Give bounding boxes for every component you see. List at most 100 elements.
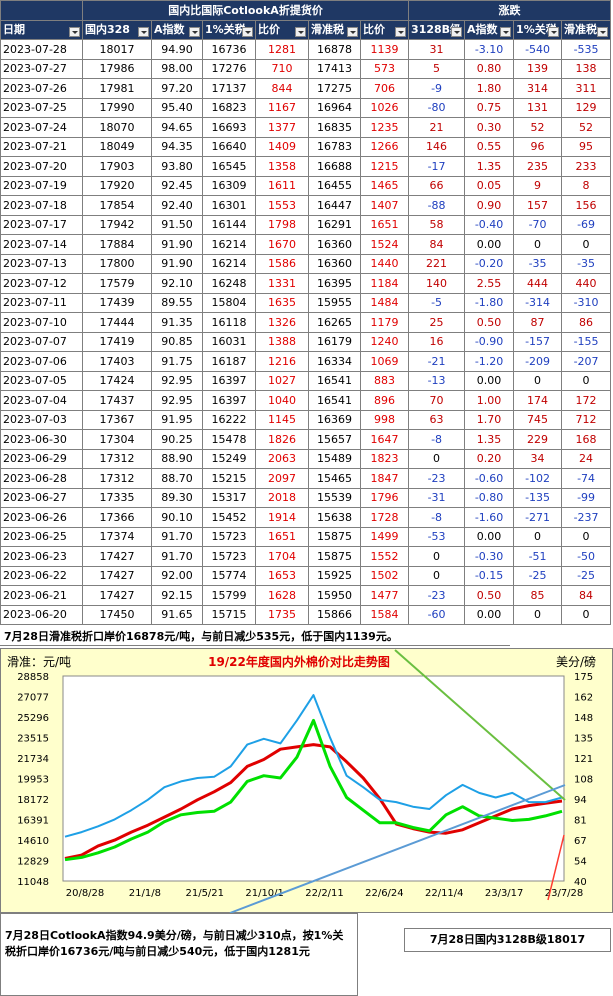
column-header[interactable]: 滑准税 xyxy=(308,19,361,40)
table-cell: 15317 xyxy=(202,487,256,508)
table-cell: 17920 xyxy=(82,175,152,196)
table-cell: -8 xyxy=(408,429,466,450)
table-cell: 17579 xyxy=(82,273,152,294)
table-cell: 16031 xyxy=(202,331,256,352)
table-cell: -207 xyxy=(561,351,612,372)
table-cell: 16395 xyxy=(308,273,361,294)
table-cell: 92.10 xyxy=(151,273,203,294)
table-cell: -25 xyxy=(561,565,612,586)
column-header[interactable]: 3128B级 xyxy=(408,19,466,40)
column-header[interactable]: A指数 xyxy=(464,19,515,40)
table-cell: 2063 xyxy=(255,448,309,469)
table-cell: 17403 xyxy=(82,351,152,372)
x-tick-label: 21/1/8 xyxy=(129,888,161,899)
table-cell: 1377 xyxy=(255,117,309,138)
table-cell: 89.30 xyxy=(151,487,203,508)
table-cell: 18017 xyxy=(82,39,152,60)
table-cell: -0.40 xyxy=(464,214,515,235)
filter-dropdown-icon[interactable] xyxy=(69,27,80,37)
table-cell: -135 xyxy=(513,487,563,508)
header-group-change: 涨跌 xyxy=(408,0,612,21)
table-cell: 16640 xyxy=(202,136,256,157)
filter-dropdown-icon[interactable] xyxy=(295,27,306,37)
filter-dropdown-icon[interactable] xyxy=(189,27,200,37)
table-cell: 16 xyxy=(408,331,466,352)
table-cell: 16144 xyxy=(202,214,256,235)
column-header[interactable]: 国内328 xyxy=(82,19,152,40)
table-cell: 0.00 xyxy=(464,370,515,391)
price-table: 国内比国际CotlookA折提货价 涨跌 日期 国内328 A指数 1%关税 比价 滑准税… xyxy=(0,0,612,625)
table-cell: 1484 xyxy=(359,292,410,313)
table-cell: 1798 xyxy=(255,214,309,235)
left-tick-label: 27077 xyxy=(17,693,49,704)
table-cell: 1069 xyxy=(359,351,410,372)
table-cell: 92.95 xyxy=(151,370,203,391)
filter-dropdown-icon[interactable] xyxy=(242,27,253,37)
column-header-label: 比价 xyxy=(363,22,385,36)
table-cell: -8 xyxy=(408,507,466,528)
column-header[interactable]: 1%关税 xyxy=(202,19,256,40)
table-row: 2023-07-07 17419 90.85 16031 1388 16179 1240 16… xyxy=(0,331,612,352)
table-cell: 92.45 xyxy=(151,175,203,196)
filter-dropdown-icon[interactable] xyxy=(597,27,609,37)
table-cell: 16964 xyxy=(308,97,361,118)
table-row: 2023-06-29 17312 88.90 15249 2063 15489 1823 0 0… xyxy=(0,448,612,469)
table-cell: 17304 xyxy=(82,429,152,450)
filter-dropdown-icon[interactable] xyxy=(395,27,407,37)
table-cell: -535 xyxy=(561,39,612,60)
table-row: 2023-07-12 17579 92.10 16248 1331 16395 1184 14… xyxy=(0,273,612,294)
table-cell: 16187 xyxy=(202,351,256,372)
table-cell: 52 xyxy=(513,117,563,138)
table-cell: 2023-07-11 xyxy=(0,292,83,313)
table-cell: 1145 xyxy=(255,409,309,430)
column-header-label: 1%关税 xyxy=(205,22,246,36)
table-cell: 0.80 xyxy=(464,58,515,79)
table-cell: 2023-06-23 xyxy=(0,546,83,567)
table-cell: -31 xyxy=(408,487,466,508)
filter-dropdown-icon[interactable] xyxy=(500,27,512,37)
filter-dropdown-icon[interactable] xyxy=(451,27,463,37)
table-cell: 1240 xyxy=(359,331,410,352)
table-cell: -80 xyxy=(408,97,466,118)
table-cell: 16835 xyxy=(308,117,361,138)
table-cell: 15715 xyxy=(202,604,256,625)
column-header[interactable]: 比价 xyxy=(255,19,309,40)
table-cell: 90.85 xyxy=(151,331,203,352)
table-cell: 17276 xyxy=(202,58,256,79)
x-tick-label: 20/8/28 xyxy=(66,888,105,899)
table-cell: 1.35 xyxy=(464,429,515,450)
filter-dropdown-icon[interactable] xyxy=(138,27,149,37)
table-cell: -17 xyxy=(408,156,466,177)
table-row: 2023-07-04 17437 92.95 16397 1040 16541 896 70 1… xyxy=(0,390,612,411)
table-cell: 1584 xyxy=(359,604,410,625)
table-cell: 17800 xyxy=(82,253,152,274)
table-cell: -540 xyxy=(513,39,563,60)
table-cell: 16291 xyxy=(308,214,361,235)
table-cell: 16248 xyxy=(202,273,256,294)
table-cell: 1.35 xyxy=(464,156,515,177)
column-header[interactable]: 1%关税 xyxy=(513,19,563,40)
table-cell: 998 xyxy=(359,409,410,430)
table-cell: 2023-07-18 xyxy=(0,195,83,216)
table-cell: 16309 xyxy=(202,175,256,196)
table-cell: 1653 xyxy=(255,565,309,586)
column-header[interactable]: 滑准税 xyxy=(561,19,612,40)
column-header[interactable]: 日期 xyxy=(0,19,83,40)
filter-dropdown-icon[interactable] xyxy=(548,27,560,37)
table-cell: 90.25 xyxy=(151,429,203,450)
table-cell: 17424 xyxy=(82,370,152,391)
table-row: 2023-06-23 17427 91.70 15723 1704 15875 1552 0-… xyxy=(0,546,612,567)
table-cell: 745 xyxy=(513,409,563,430)
column-header[interactable]: 比价 xyxy=(359,19,410,40)
table-cell: 1440 xyxy=(359,253,410,274)
table-cell: -35 xyxy=(561,253,612,274)
filter-dropdown-icon[interactable] xyxy=(347,27,358,37)
table-row: 2023-07-10 17444 91.35 16118 1326 16265 1179 25… xyxy=(0,312,612,333)
table-cell: 15804 xyxy=(202,292,256,313)
table-cell: 233 xyxy=(561,156,612,177)
table-row: 2023-07-28 18017 94.90 16736 1281 16878 1139 31… xyxy=(0,39,612,60)
column-header[interactable]: A指数 xyxy=(151,19,203,40)
table-cell: 1281 xyxy=(255,39,309,60)
table-cell: -23 xyxy=(408,468,466,489)
left-tick-label: 28858 xyxy=(17,672,49,683)
